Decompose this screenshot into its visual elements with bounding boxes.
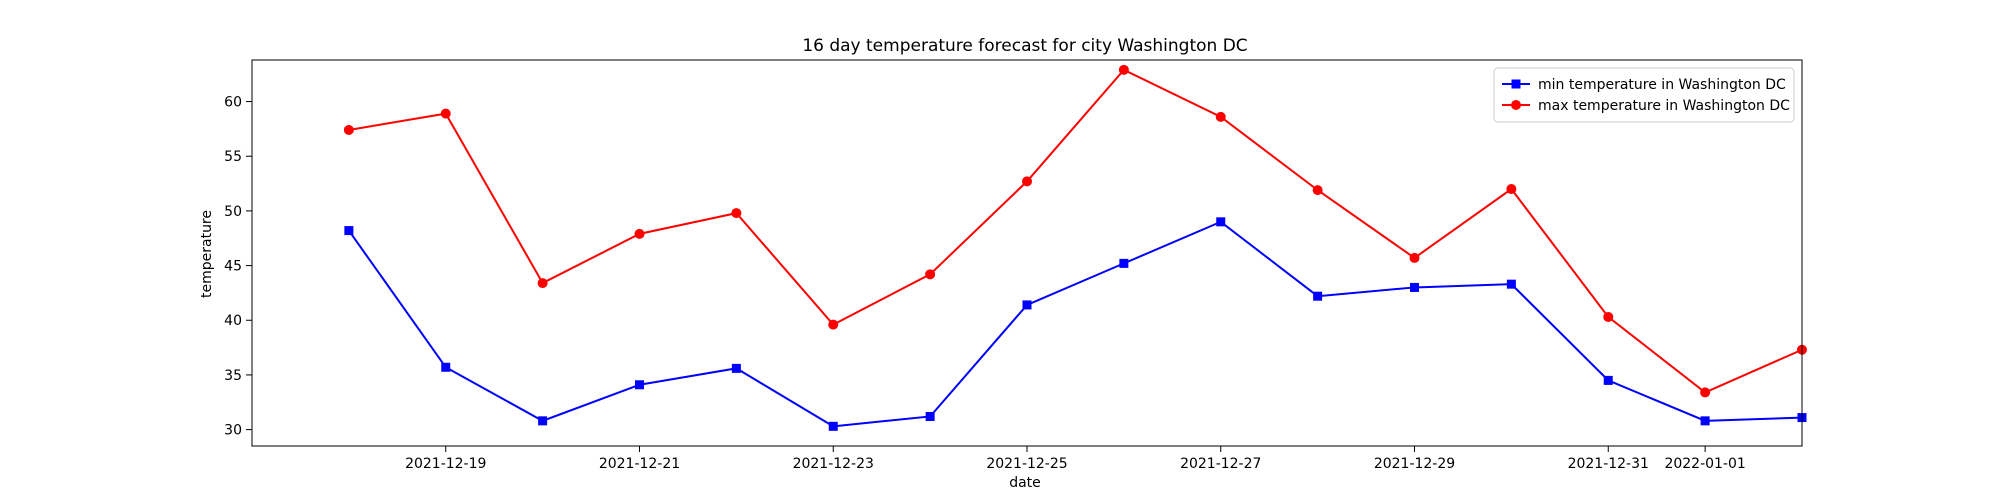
y-tick-label: 35 — [224, 368, 242, 384]
x-tick-label: 2021-12-31 — [1568, 456, 1649, 472]
legend-item: max temperature in Washington DC — [1502, 98, 1790, 114]
data-point — [828, 319, 839, 330]
data-point — [440, 108, 451, 119]
y-tick-label: 60 — [224, 95, 242, 111]
y-axis-label: temperature — [199, 210, 215, 298]
data-point — [1215, 111, 1226, 122]
data-point — [634, 228, 645, 239]
legend-label: max temperature in Washington DC — [1538, 98, 1790, 114]
x-tick-label: 2021-12-25 — [986, 456, 1067, 472]
x-axis-label: date — [1009, 475, 1041, 491]
legend-marker — [1511, 100, 1521, 110]
data-point — [537, 278, 548, 289]
data-point — [1506, 279, 1516, 289]
data-point — [925, 269, 936, 280]
data-point — [344, 226, 354, 236]
data-point — [731, 363, 741, 373]
x-tick-label: 2022-01-01 — [1664, 456, 1745, 472]
data-point — [731, 208, 742, 219]
series-line — [348, 68, 1803, 394]
data-point — [1700, 387, 1711, 398]
data-point — [1410, 282, 1419, 292]
legend-label: min temperature in Washington DC — [1538, 77, 1786, 93]
x-tick-label: 2021-12-23 — [793, 456, 874, 472]
series-min — [344, 217, 1807, 431]
y-tick-label: 40 — [224, 313, 242, 329]
y-tick-label: 55 — [224, 149, 242, 165]
data-point — [1118, 64, 1129, 75]
series-line — [348, 220, 1803, 428]
legend-marker — [1511, 79, 1521, 89]
legend-item: min temperature in Washington DC — [1502, 77, 1786, 93]
data-point — [538, 416, 548, 426]
data-point — [1022, 300, 1032, 310]
data-point — [1313, 291, 1323, 301]
data-point — [1312, 185, 1323, 196]
y-tick-label: 45 — [224, 259, 242, 275]
data-point — [441, 362, 451, 372]
plot-frame — [251, 59, 1803, 447]
data-point — [1022, 176, 1032, 187]
legend: min temperature in Washington DC max temp… — [1493, 67, 1795, 123]
chart-title: 16 day temperature forecast for city Was… — [802, 36, 1247, 56]
data-point — [1603, 311, 1614, 322]
data-point — [925, 411, 935, 421]
data-point — [1700, 416, 1710, 426]
plot-area: 30 35 40 45 50 55 60 2021-12-19 2021-12-21 2021-1… — [224, 59, 1807, 472]
data-point — [1506, 184, 1517, 195]
data-point — [1603, 375, 1613, 385]
x-tick-label: 2021-12-27 — [1180, 456, 1261, 472]
data-point — [1409, 252, 1420, 263]
x-tick-label: 2021-12-19 — [405, 456, 486, 472]
x-tick-label: 2021-12-29 — [1374, 456, 1455, 472]
y-tick-label: 50 — [224, 204, 242, 220]
data-point — [1119, 258, 1129, 268]
data-point — [635, 380, 644, 390]
legend-box — [1493, 67, 1795, 123]
data-point — [828, 421, 838, 431]
y-tick-label: 30 — [224, 423, 242, 439]
series-max — [343, 64, 1807, 398]
data-point — [1216, 217, 1226, 227]
data-point — [343, 124, 354, 135]
x-tick-label: 2021-12-21 — [599, 456, 680, 472]
